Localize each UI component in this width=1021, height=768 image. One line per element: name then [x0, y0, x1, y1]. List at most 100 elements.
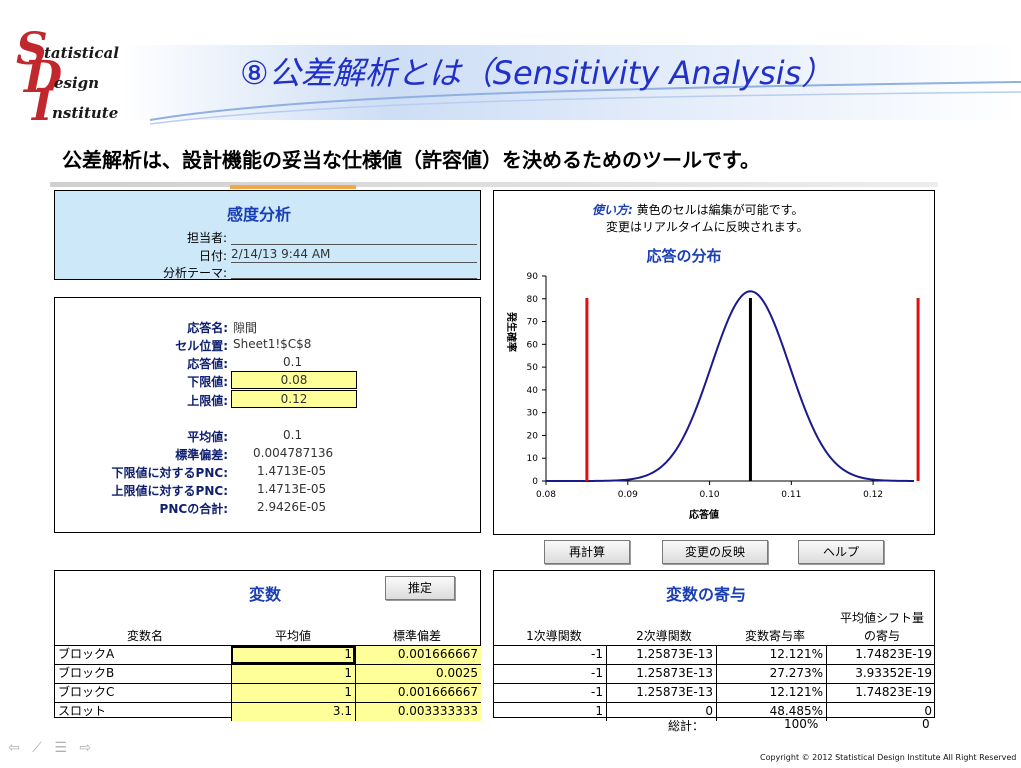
mean-label: 平均値: [187, 430, 228, 444]
usage-prefix: 使い方: [592, 203, 633, 217]
variable-sd-input[interactable]: 0.001666667 [355, 684, 481, 702]
variable-name-cell: ブロックB [58, 666, 115, 680]
contribution-rate-cell: 12.121% [716, 684, 826, 702]
orange-tab [230, 185, 356, 189]
mean-value: 0.1 [283, 428, 303, 442]
response-value: 0.1 [283, 355, 303, 369]
col-sd: 標準偏差 [392, 629, 441, 643]
chart-x-tick-label: 0.12 [863, 490, 883, 500]
col-mean-shift: 平均値シフト量 [839, 611, 924, 625]
cell-position-value: Sheet1!$C$8 [233, 337, 312, 351]
upper-limit-input[interactable]: 0.12 [231, 390, 357, 408]
pnc-lower-value: 1.4713E-05 [257, 464, 327, 478]
assignee-field[interactable] [231, 229, 477, 245]
chart-x-tick-label: 0.10 [700, 490, 720, 500]
chart-title: 応答の分布 [646, 247, 721, 265]
top-rule [50, 182, 938, 187]
logo: S tatistical D esign I nstitute [10, 28, 140, 128]
mean-shift-cell: 0 [826, 703, 935, 721]
logo-letter-d: D [24, 52, 63, 103]
date-underline [231, 262, 477, 263]
chart-x-tick-label: 0.09 [618, 490, 638, 500]
chart-y-tick-label: 50 [527, 363, 539, 373]
pnc-upper-value: 1.4713E-05 [257, 482, 327, 496]
response-name-value: 隙間 [233, 321, 258, 335]
cell-position-label: セル位置: [175, 339, 228, 353]
theme-field[interactable] [231, 264, 477, 278]
response-panel: 応答名: 隙間 セル位置: Sheet1!$C$8 応答値: 0.1 下限値: … [54, 297, 481, 533]
sd-value: 0.004787136 [253, 446, 334, 460]
chart-y-tick-label: 90 [527, 272, 539, 282]
recalc-button[interactable]: 再計算 [544, 540, 630, 564]
variables-heading: 変数 [249, 585, 282, 604]
copyright: Copyright © 2012 Statistical Design Inst… [760, 753, 1017, 762]
mean-shift-cell: 1.74823E-19 [826, 646, 935, 664]
chart-marks [546, 290, 920, 482]
upper-limit-label: 上限値: [187, 394, 228, 408]
chart-y-tick-label: 20 [527, 431, 539, 441]
distribution-chart: 応答の分布 発生確率 応答値 0 10 20 30 40 50 60 70 80 90 0.08 0.… [505, 247, 920, 521]
chart-x-tick-label: 0.08 [536, 490, 556, 500]
first-derivative-cell: 1 [595, 704, 603, 718]
table-row: ブロックA 1 0.001666667 [55, 645, 481, 664]
table-row: ブロックB 1 0.0025 [55, 664, 481, 683]
estimate-button[interactable]: 推定 [385, 576, 455, 600]
response-name-label: 応答名: [187, 321, 228, 335]
contribution-panel: 変数の寄与 1次導関数 2次導関数 変数寄与率 平均値シフト量 の寄与 -1 1.… [493, 570, 935, 733]
variable-mean-input[interactable]: 1 [231, 646, 355, 664]
help-button[interactable]: ヘルプ [798, 540, 884, 564]
logo-word-institute: nstitute [52, 104, 119, 122]
second-derivative-cell: 1.25873E-13 [606, 684, 716, 702]
date-field[interactable]: 2/14/13 9:44 AM [231, 247, 331, 261]
info-heading: 感度分析 [227, 205, 292, 224]
logo-word-statistical: tatistical [44, 44, 119, 62]
chart-y-tick-label: 70 [527, 318, 539, 328]
lower-limit-input[interactable]: 0.08 [231, 371, 357, 389]
chart-panel: 使い方: 黄色のセルは編集が可能です。 変更はリアルタイムに反映されます。 応答… [493, 190, 935, 535]
theme-label: 分析テーマ: [162, 266, 227, 280]
usage-line1: 使い方: 黄色のセルは編集が可能です。 [592, 201, 803, 218]
lower-limit-label: 下限値: [187, 375, 228, 389]
chart-y-tick-label: 30 [527, 409, 539, 419]
variable-name-cell: スロット [58, 704, 107, 718]
variables-panel: 変数 推定 変数名 平均値 標準偏差 ブロックA 1 0.001666667 ブロック… [54, 570, 481, 721]
chart-y-tick-label: 0 [532, 477, 538, 487]
table-row: -1 1.25873E-13 27.273% 3.93352E-19 [494, 664, 935, 683]
table-row: 1 0 48.485% 0 [494, 702, 935, 721]
col-second-derivative: 2次導関数 [636, 629, 692, 643]
variable-mean-input[interactable]: 1 [231, 684, 355, 702]
assignee-label: 担当者: [186, 231, 227, 245]
header-band [120, 45, 1020, 120]
assignee-underline [231, 244, 477, 245]
mean-shift-cell: 3.93352E-19 [826, 665, 935, 683]
apply-changes-button[interactable]: 変更の反映 [662, 540, 768, 564]
chart-y-tick-label: 80 [527, 295, 539, 305]
distribution-curve [546, 290, 915, 482]
logo-letter-s: S [16, 24, 48, 75]
variable-sd-input[interactable]: 0.001666667 [355, 646, 481, 664]
theme-underline [231, 278, 477, 279]
response-value-label: 応答値: [187, 357, 228, 371]
col-contribution-rate: 変数寄与率 [744, 629, 805, 643]
second-derivative-cell: 0 [606, 703, 716, 721]
col-mean-shift-contribution: の寄与 [863, 629, 900, 643]
logo-word-design: esign [54, 74, 100, 92]
usage-text-1: 黄色のセルは編集が可能です。 [636, 203, 804, 217]
variable-sd-input[interactable]: 0.0025 [355, 665, 481, 683]
table-row: ブロックC 1 0.001666667 [55, 683, 481, 702]
table-row: スロット 3.1 0.003333333 [55, 702, 481, 721]
table-row: -1 1.25873E-13 12.121% 1.74823E-19 [494, 645, 935, 664]
first-derivative-cell: -1 [591, 666, 603, 680]
variable-sd-input[interactable]: 0.003333333 [355, 703, 481, 721]
analysis-info-panel: 感度分析 担当者: 日付: 2/14/13 9:44 AM 分析テーマ: [54, 190, 481, 280]
total-label: 総計： [668, 719, 705, 733]
slide-nav-icons[interactable]: ⇦ ⟋ ☰ ⇨ [8, 740, 96, 756]
total-shift: 0 [922, 717, 930, 731]
variable-mean-input[interactable]: 3.1 [231, 703, 355, 721]
logo-letter-i: I [32, 80, 53, 131]
chart-y-tick-label: 60 [527, 340, 539, 350]
first-derivative-cell: -1 [591, 647, 603, 661]
chart-y-label: 発生確率 [505, 311, 518, 352]
chart-axes: 0 10 20 30 40 50 60 70 80 90 0.08 0.09 0.10 0.11 0.12 [527, 272, 914, 500]
variable-mean-input[interactable]: 1 [231, 665, 355, 683]
